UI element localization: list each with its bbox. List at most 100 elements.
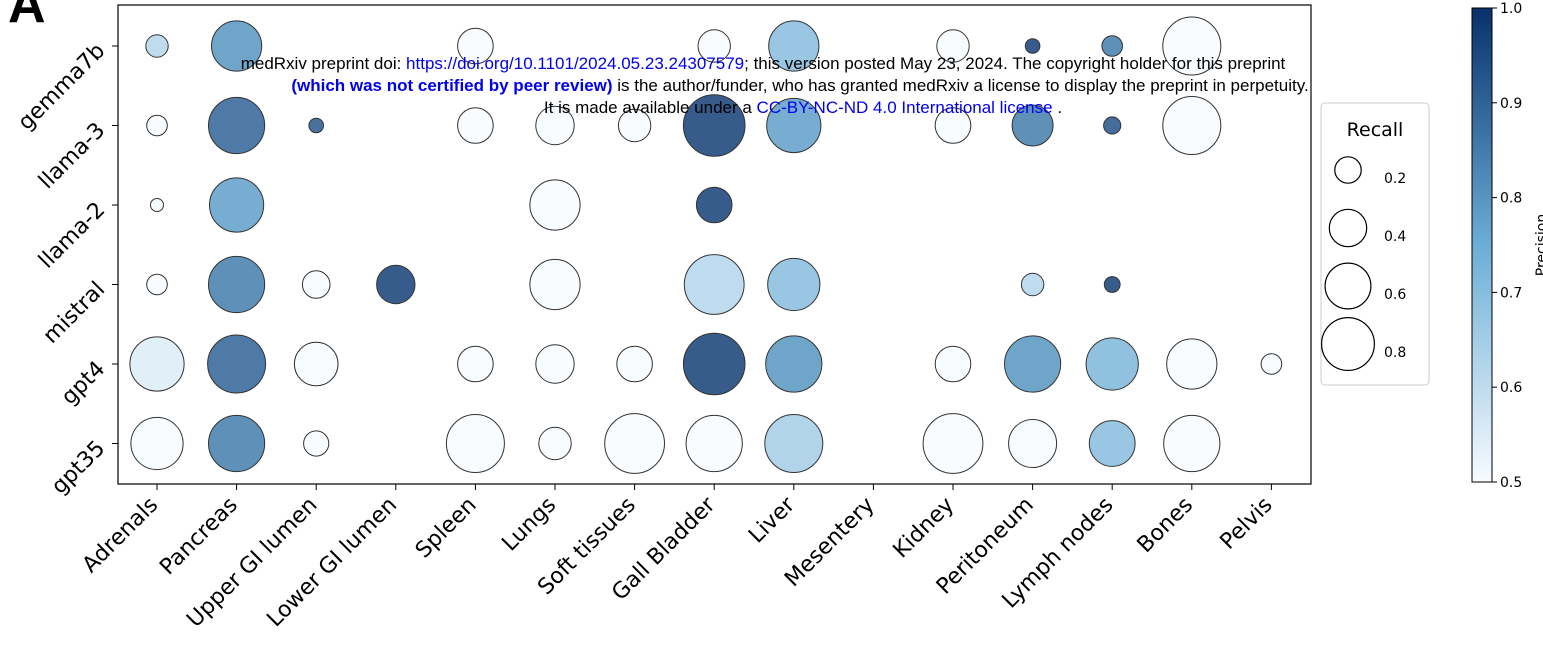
legend-label-0: 0.2	[1384, 171, 1406, 187]
bubble-mistral-lungs	[529, 258, 581, 311]
bubble-mistral-liver	[767, 257, 821, 312]
bubble-gpt35-kidney	[922, 413, 984, 474]
bubble-gemma7b-kidney	[936, 29, 970, 63]
colorbar-gradient	[1471, 7, 1493, 483]
preprint-watermark: medRxiv preprint doi: https://doi.org/10…	[241, 54, 1309, 117]
watermark-line-3: It is made available under a CC-BY-NC-ND…	[544, 98, 1062, 117]
watermark-license-link[interactable]: CC-BY-NC-ND 4.0 International license	[757, 98, 1053, 117]
bubble-gemma7b-lymph-nodes	[1101, 35, 1123, 57]
bubble-gpt35-bones	[1163, 414, 1221, 473]
bubble-llama-3-lymph-nodes	[1103, 116, 1122, 135]
watermark-line2-suffix: is the author/funder, who has granted me…	[613, 76, 1309, 95]
bubble-mistral-pancreas	[208, 255, 266, 314]
bubble-llama-3-peritoneum	[1011, 104, 1054, 147]
bubble-llama-3-lungs	[535, 105, 575, 146]
colorbar-tick-label-5: 1.0	[1500, 1, 1522, 17]
bubble-gpt4-adrenals	[129, 336, 185, 392]
bubble-gpt35-pancreas	[208, 414, 266, 473]
watermark-line3-prefix: It is made available under a	[544, 98, 757, 117]
panel-letter: A	[8, 0, 46, 34]
x-label-spleen: Spleen	[411, 493, 482, 564]
bubble-gpt4-pelvis	[1260, 353, 1283, 375]
legend-bubble-0	[1334, 156, 1362, 184]
y-label-llama-2: llama-2	[34, 198, 110, 274]
bubble-llama-2-adrenals	[150, 198, 164, 212]
watermark-doi-link[interactable]: https://doi.org/10.1101/2024.05.23.24307…	[406, 54, 744, 73]
bubble-llama-2-lungs	[529, 179, 581, 231]
bubble-gemma7b-pancreas	[211, 20, 263, 72]
bubble-mistral-gall-bladder	[683, 254, 745, 315]
y-label-gpt35: gpt35	[47, 436, 110, 499]
bubble-gpt4-peritoneum	[1004, 335, 1062, 393]
x-label-lungs: Lungs	[497, 493, 561, 557]
y-label-gpt4: gpt4	[57, 357, 110, 410]
colorbar-tick-label-1: 0.6	[1500, 380, 1522, 396]
y-label-gemma7b: gemma7b	[14, 39, 111, 136]
bubble-gpt35-lymph-nodes	[1088, 420, 1136, 467]
legend-bubble-1	[1328, 208, 1368, 248]
legend-label-2: 0.6	[1384, 287, 1406, 303]
bubble-gpt4-bones	[1166, 338, 1218, 390]
bubble-gpt35-gall-bladder	[685, 414, 743, 473]
x-label-adrenals: Adrenals	[78, 493, 163, 578]
bubble-mistral-peritoneum	[1020, 272, 1045, 297]
colorbar-label: Precision	[1534, 214, 1543, 276]
bubble-gemma7b-liver	[768, 20, 820, 72]
bubble-mistral-adrenals	[146, 273, 168, 296]
colorbar-tick-label-0: 0.5	[1500, 475, 1522, 491]
bubble-llama-3-spleen	[457, 107, 494, 144]
bubble-gpt35-soft-tissues	[604, 413, 665, 474]
x-label-bones: Bones	[1133, 493, 1198, 558]
bubble-llama-2-pancreas	[209, 177, 265, 233]
legend-bubble-2	[1324, 262, 1372, 310]
watermark-bold-text: (which was not certified by peer review)	[291, 76, 612, 95]
bubble-gemma7b-spleen	[457, 27, 494, 65]
bubble-llama-3-pancreas	[208, 96, 266, 155]
bubble-gpt4-pancreas	[207, 334, 267, 394]
bubble-gpt35-spleen	[445, 414, 505, 473]
watermark-line-1: medRxiv preprint doi: https://doi.org/10…	[241, 54, 1286, 73]
legend-bubble-3	[1320, 317, 1375, 372]
bubble-mistral-upper-gi-lumen	[301, 270, 331, 299]
bubble-mistral-lower-gi-lumen	[376, 264, 416, 305]
bubble-llama-3-liver	[766, 97, 822, 154]
bubble-gpt4-spleen	[457, 345, 494, 383]
bubble-llama-3-kidney	[934, 107, 972, 144]
x-label-pelvis: Pelvis	[1216, 493, 1278, 555]
bubble-gpt4-lungs	[535, 344, 575, 384]
bubble-gemma7b-bones	[1162, 16, 1222, 76]
colorbar: 0.5 0.6 0.7 0.8 0.9 1.0 Precision	[1471, 1, 1543, 491]
watermark-line1-prefix: medRxiv preprint doi:	[241, 54, 406, 73]
bubble-gpt35-upper-gi-lumen	[303, 430, 330, 457]
bubble-gpt35-liver	[764, 414, 824, 473]
colorbar-tick-label-2: 0.7	[1500, 285, 1522, 301]
bubble-llama-3-bones	[1162, 96, 1222, 155]
watermark-line-2: (which was not certified by peer review)…	[291, 76, 1308, 95]
bubble-llama-3-adrenals	[146, 114, 168, 137]
legend-label-3: 0.8	[1384, 345, 1406, 361]
bubble-mistral-lymph-nodes	[1103, 276, 1121, 293]
legend-label-1: 0.4	[1384, 229, 1406, 245]
y-label-llama-3: llama-3	[34, 118, 110, 194]
watermark-line1-suffix: ; this version posted May 23, 2024. The …	[744, 54, 1285, 73]
bubble-gpt35-lungs	[538, 426, 572, 461]
colorbar-tick-label-4: 0.9	[1500, 96, 1522, 112]
bubble-gpt35-adrenals	[130, 416, 184, 471]
plot-area	[117, 4, 1312, 485]
bubble-gemma7b-peritoneum	[1024, 38, 1041, 54]
bubble-gemma7b-gall-bladder	[697, 29, 731, 63]
bubble-gpt4-kidney	[934, 345, 972, 383]
bubble-gpt35-peritoneum	[1008, 419, 1058, 468]
watermark-line3-suffix: .	[1053, 98, 1062, 117]
size-legend: Recall 0.2 0.4 0.6 0.8	[1320, 102, 1430, 386]
bubble-gpt4-soft-tissues	[616, 345, 653, 383]
bubble-llama-2-gall-bladder	[695, 186, 733, 224]
bubble-llama-3-gall-bladder	[682, 94, 746, 157]
bubble-gpt4-lymph-nodes	[1085, 337, 1139, 391]
bubble-gpt4-gall-bladder	[682, 332, 746, 396]
bubble-llama-3-upper-gi-lumen	[308, 117, 325, 134]
legend-title: Recall	[1347, 119, 1404, 141]
